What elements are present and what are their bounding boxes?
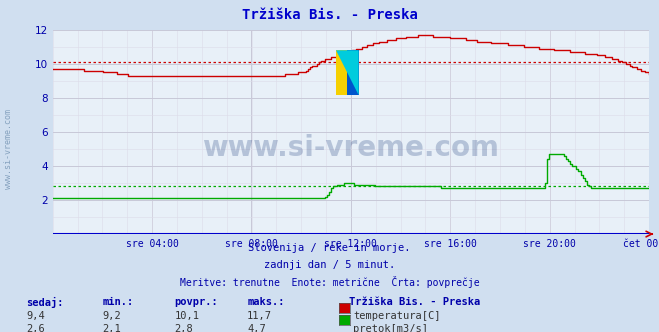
Text: 10,1: 10,1	[175, 311, 200, 321]
Text: 9,4: 9,4	[26, 311, 45, 321]
Text: Tržiška Bis. - Preska: Tržiška Bis. - Preska	[349, 297, 480, 307]
Text: Meritve: trenutne  Enote: metrične  Črta: povprečje: Meritve: trenutne Enote: metrične Črta: …	[180, 276, 479, 288]
Bar	[336, 50, 347, 95]
Text: 2,1: 2,1	[102, 324, 121, 332]
Text: min.:: min.:	[102, 297, 133, 307]
Bar	[347, 50, 358, 95]
Text: www.si-vreme.com: www.si-vreme.com	[202, 134, 500, 162]
Text: 2,6: 2,6	[26, 324, 45, 332]
Text: Slovenija / reke in morje.: Slovenija / reke in morje.	[248, 243, 411, 253]
Text: Tržiška Bis. - Preska: Tržiška Bis. - Preska	[242, 8, 417, 22]
Text: 2,8: 2,8	[175, 324, 193, 332]
Text: 9,2: 9,2	[102, 311, 121, 321]
Text: www.si-vreme.com: www.si-vreme.com	[4, 110, 13, 189]
Text: povpr.:: povpr.:	[175, 297, 218, 307]
Text: maks.:: maks.:	[247, 297, 285, 307]
Text: zadnji dan / 5 minut.: zadnji dan / 5 minut.	[264, 260, 395, 270]
Polygon shape	[336, 50, 358, 95]
Text: pretok[m3/s]: pretok[m3/s]	[353, 324, 428, 332]
Text: 11,7: 11,7	[247, 311, 272, 321]
Text: 4,7: 4,7	[247, 324, 266, 332]
Text: sedaj:: sedaj:	[26, 297, 64, 308]
Text: temperatura[C]: temperatura[C]	[353, 311, 441, 321]
